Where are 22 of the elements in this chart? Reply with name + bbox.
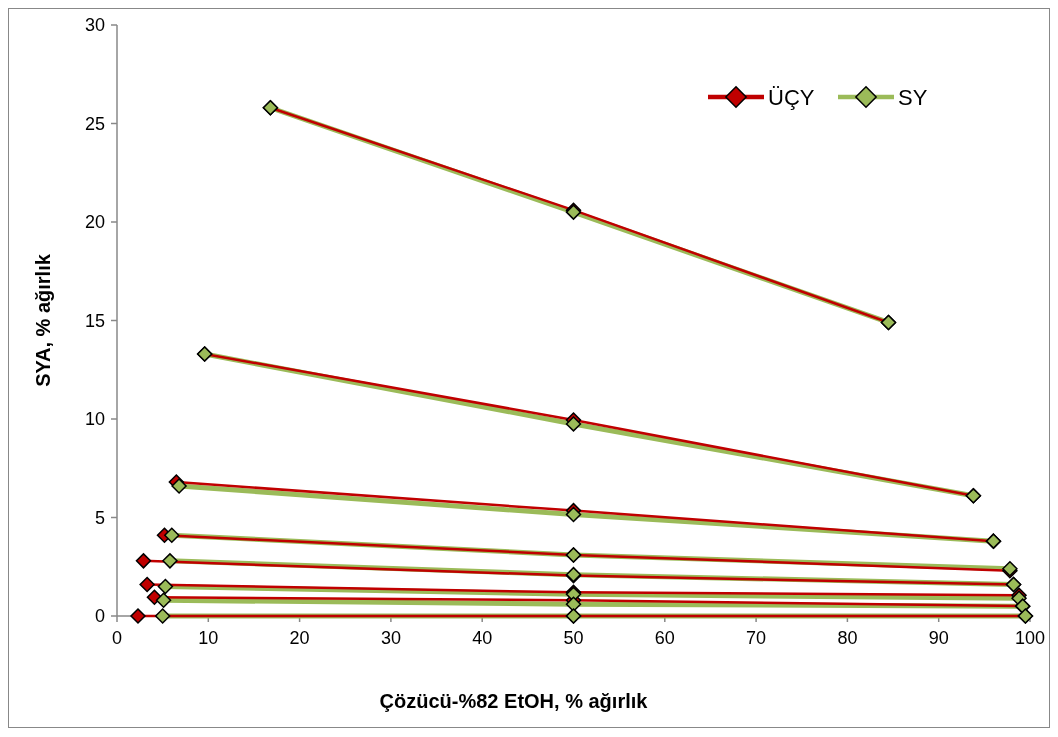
x-tick-label: 0 [111,628,123,648]
legend-label: ÜÇY [768,84,815,110]
x-tick-label: 20 [289,628,310,648]
y-tick-label: 30 [84,15,105,36]
y-tick-label: 15 [84,310,105,331]
x-tick-label: 90 [928,628,949,648]
y-tick-label: 10 [84,409,105,430]
x-tick-label: 60 [654,628,675,648]
x-tick-label: 50 [563,628,584,648]
y-axis-title: SYA, % ağırlık [32,253,54,387]
x-tick-label: 40 [472,628,493,648]
y-tick-label: 25 [84,113,105,134]
y-tick-label: 0 [94,606,105,627]
x-tick-label: 70 [746,628,767,648]
x-tick-label: 80 [837,628,858,648]
legend-label: SY [898,84,928,110]
x-tick-label: 30 [380,628,401,648]
x-tick-label: 10 [198,628,219,648]
x-tick-label: 100 [1014,628,1046,648]
y-tick-label: 20 [84,212,105,233]
y-tick-label: 5 [94,507,105,528]
x-axis-title: Çözücü-%82 EtOH, % ağırlık [379,690,649,712]
